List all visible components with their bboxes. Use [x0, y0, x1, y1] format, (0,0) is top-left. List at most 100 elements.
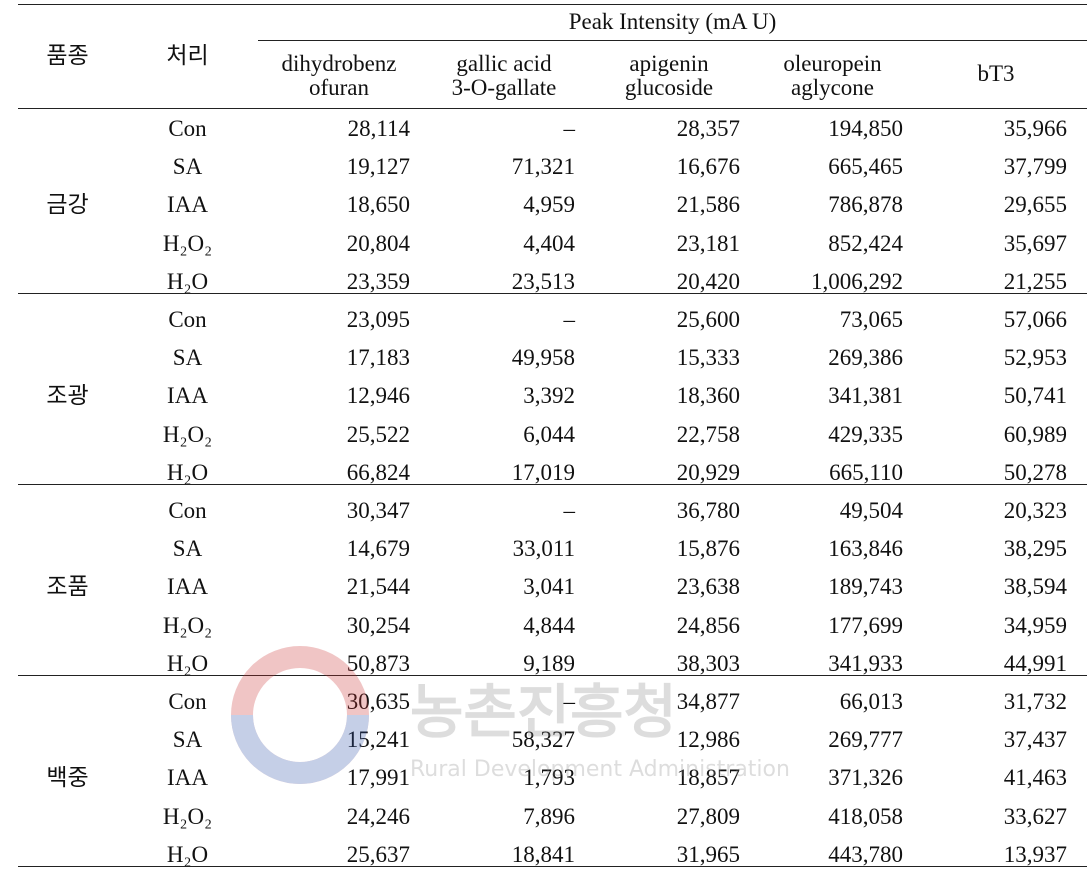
value: 23,638 — [676, 574, 740, 600]
value: 30,635 — [346, 689, 410, 714]
value: 665,465 — [828, 154, 903, 180]
value: – — [563, 498, 576, 523]
value: 58,327 — [511, 727, 575, 753]
column-header: aglycone — [790, 75, 874, 100]
value: 418,058 — [828, 803, 903, 829]
value: 30,254 — [346, 612, 410, 638]
value: 71,321 — [511, 154, 575, 180]
column-header: 3-O-gallate — [451, 75, 557, 100]
header-span-rule — [258, 40, 1087, 41]
column-header: oleuropein — [783, 51, 882, 76]
value: 37,437 — [1003, 727, 1067, 753]
value: 20,929 — [676, 459, 740, 485]
group-rule — [18, 866, 1087, 867]
value: 852,424 — [828, 230, 903, 256]
value: 9,189 — [523, 650, 575, 676]
value: 50,741 — [1003, 383, 1067, 409]
value: 49,958 — [511, 345, 575, 371]
value: 25,522 — [346, 421, 410, 447]
value: 20,323 — [1003, 498, 1067, 523]
value: 38,594 — [1003, 574, 1067, 600]
group-rule — [18, 675, 1087, 676]
treatment: Con — [168, 116, 207, 141]
value: 163,846 — [828, 536, 903, 562]
value: 665,110 — [829, 459, 903, 485]
value: 49,504 — [839, 498, 903, 523]
column-header: glucoside — [624, 75, 714, 100]
group-rule — [18, 293, 1087, 294]
value: 20,420 — [676, 268, 740, 294]
value: 269,386 — [828, 345, 903, 371]
value: 22,758 — [676, 421, 740, 447]
variety-header: 품종 — [46, 43, 89, 68]
value: 35,697 — [1003, 230, 1067, 256]
value: 57,066 — [1003, 307, 1067, 332]
value: – — [563, 689, 576, 714]
value: 3,041 — [523, 574, 575, 600]
value: 429,335 — [828, 421, 903, 447]
value: 18,360 — [676, 383, 740, 409]
value: 3,392 — [523, 383, 575, 409]
treatment: IAA — [167, 574, 208, 600]
value: 38,295 — [1003, 536, 1067, 562]
value: 4,959 — [523, 192, 575, 218]
value: 24,856 — [676, 612, 740, 638]
value: 66,013 — [839, 689, 903, 714]
value: 73,065 — [839, 307, 903, 332]
value: 18,841 — [511, 841, 575, 867]
value: 41,463 — [1003, 765, 1067, 791]
treatment: Con — [168, 689, 207, 714]
treatment: H₂O₂ — [162, 612, 213, 638]
column-header: apigenin — [629, 51, 709, 76]
value: 20,804 — [346, 230, 410, 256]
value: 27,809 — [676, 803, 740, 829]
value: 33,627 — [1003, 803, 1067, 829]
treatment: SA — [172, 727, 203, 753]
treatment-header: 처리 — [166, 43, 209, 68]
value: 4,844 — [523, 612, 575, 638]
value: 36,780 — [676, 498, 740, 523]
value: 34,877 — [676, 689, 740, 714]
value: 23,359 — [346, 268, 410, 294]
value: 1,006,292 — [811, 268, 903, 294]
value: 31,965 — [676, 841, 740, 867]
value: 15,241 — [346, 727, 410, 753]
value: 44,991 — [1003, 650, 1067, 676]
treatment: SA — [172, 345, 203, 371]
group-title: Peak Intensity (mA U) — [568, 9, 777, 34]
value: 269,777 — [828, 727, 903, 753]
value: 12,946 — [346, 383, 410, 409]
value: 15,333 — [676, 345, 740, 371]
value: 194,850 — [828, 116, 903, 141]
treatment: IAA — [167, 192, 208, 218]
value: 30,347 — [346, 498, 410, 523]
value: 4,404 — [523, 230, 575, 256]
value: 31,732 — [1003, 689, 1067, 714]
value: 443,780 — [828, 841, 903, 867]
value: 7,896 — [523, 803, 575, 829]
treatment: SA — [172, 154, 203, 180]
value: 38,303 — [676, 650, 740, 676]
value: 13,937 — [1003, 841, 1067, 867]
value: 28,114 — [347, 116, 410, 141]
value: 23,181 — [676, 230, 740, 256]
treatment: H₂O₂ — [162, 421, 213, 447]
treatment: SA — [172, 536, 203, 562]
value: 341,381 — [828, 383, 903, 409]
treatment: H₂O₂ — [162, 803, 213, 829]
value: 52,953 — [1003, 345, 1067, 371]
value: 21,586 — [676, 192, 740, 218]
treatment: IAA — [167, 383, 208, 409]
variety: 백중 — [46, 765, 89, 791]
treatment: H₂O — [166, 268, 209, 294]
value: 17,991 — [346, 765, 410, 791]
value: 6,044 — [523, 421, 575, 447]
value: 371,326 — [828, 765, 903, 791]
value: – — [563, 116, 576, 141]
value: 66,824 — [346, 459, 410, 485]
value: 25,637 — [346, 841, 410, 867]
variety: 조광 — [46, 383, 89, 409]
value: 28,357 — [676, 116, 740, 141]
treatment: Con — [168, 498, 207, 523]
